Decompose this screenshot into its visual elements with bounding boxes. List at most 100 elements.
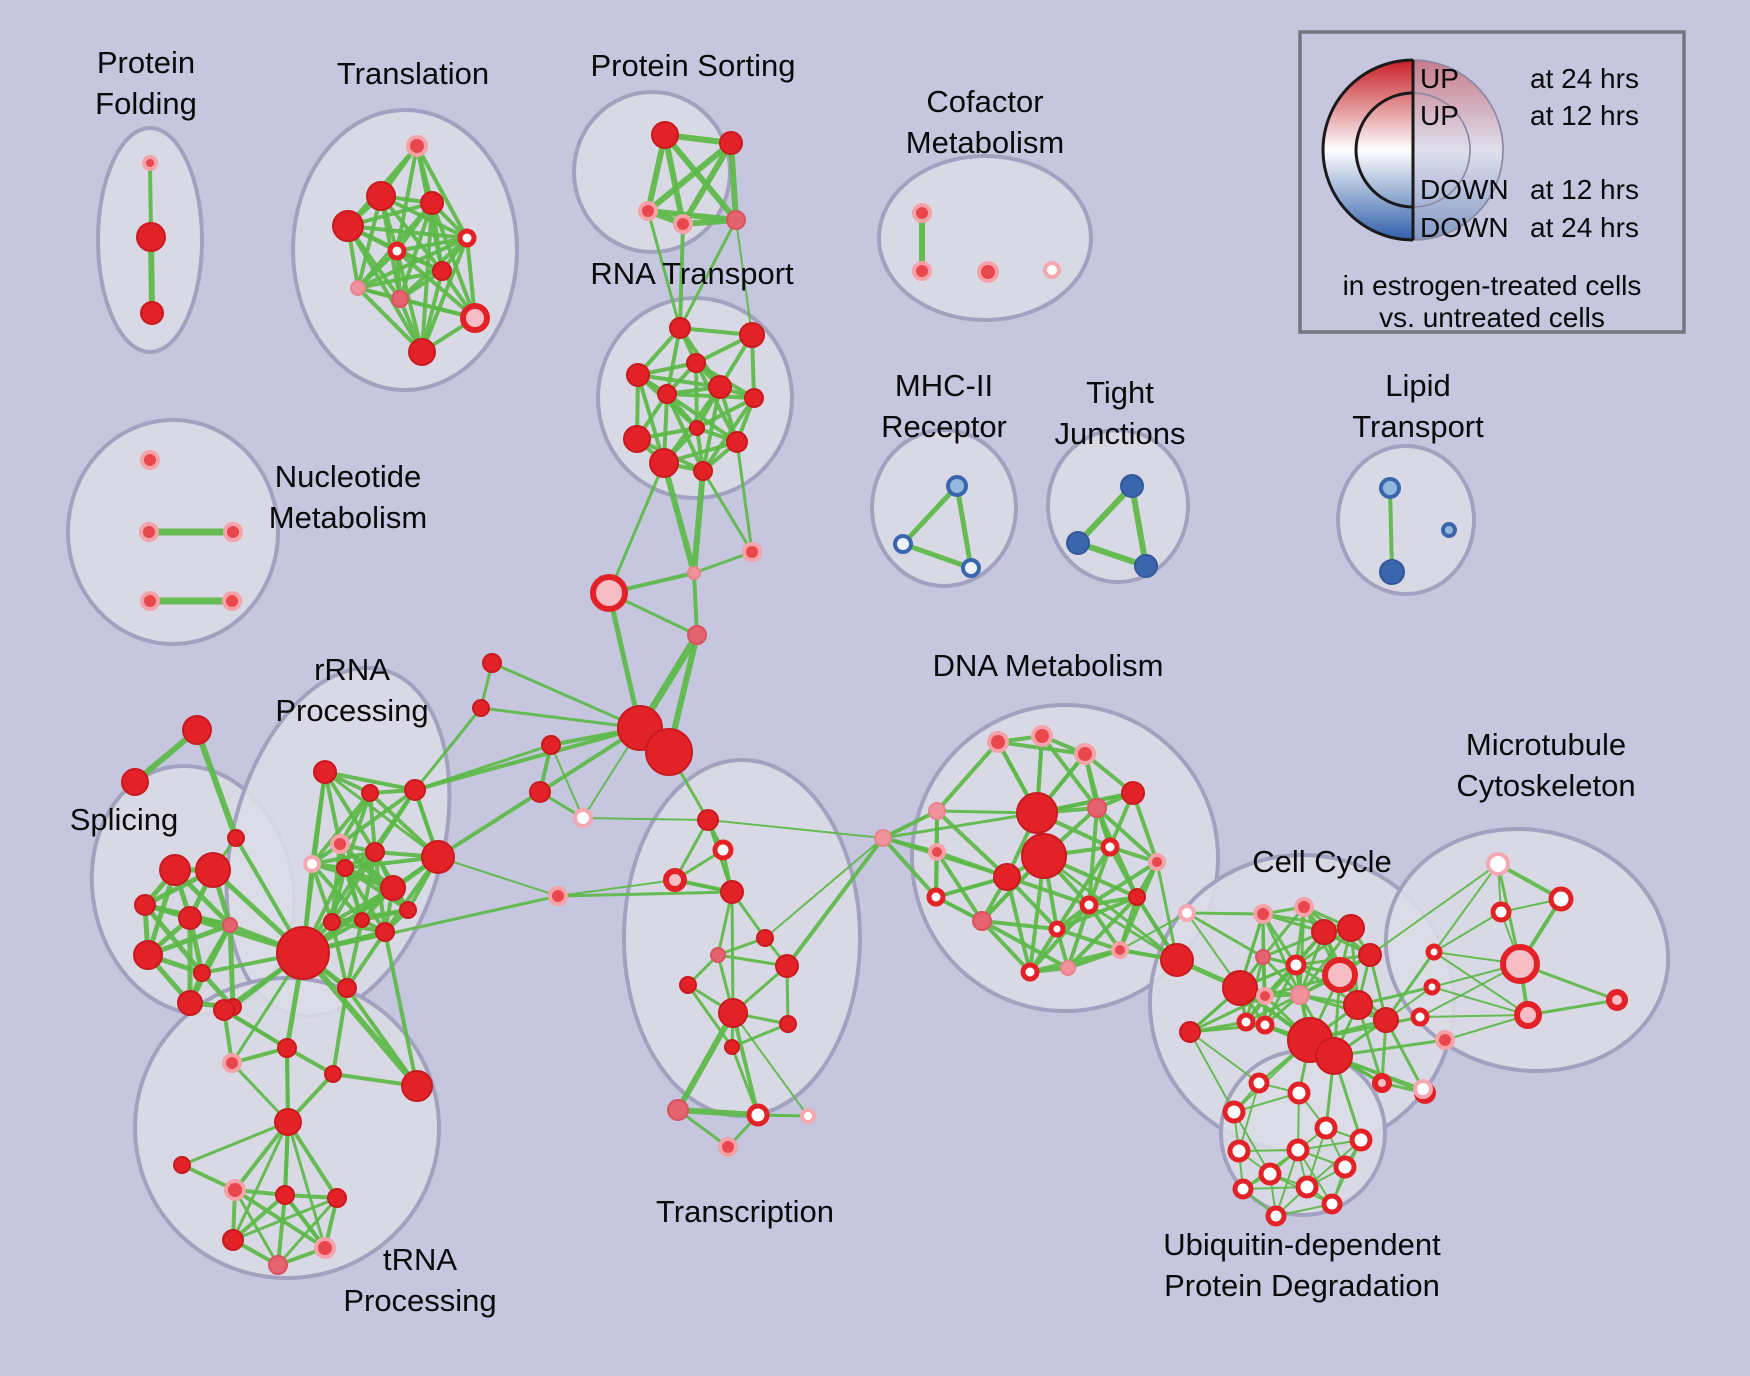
net-node-9 [548, 886, 568, 906]
cellcycle-node-2 [1253, 904, 1273, 924]
trna-edge [231, 1120, 290, 1242]
bridge-transcription-dna [707, 819, 884, 839]
dna-node-16 [1079, 895, 1099, 915]
net-node-10 [182, 715, 212, 745]
rrna-node-9 [323, 913, 341, 931]
rrna-edge [343, 866, 410, 912]
legend-key-1: UP [1420, 100, 1459, 131]
trna-edge [276, 1196, 339, 1267]
transcription-boundary [622, 758, 862, 1118]
rrna-edge [338, 788, 417, 846]
translation-node-8 [391, 290, 409, 308]
lipid-label: Transport [1352, 409, 1484, 444]
trna-edge [283, 1193, 327, 1250]
translation-node-6 [432, 261, 452, 281]
net-node-1 [687, 566, 701, 580]
transcription-node-2 [663, 868, 687, 892]
transcription-edge [686, 983, 734, 1049]
trna-edge [286, 1120, 339, 1200]
cellcycle-node-5 [1337, 914, 1365, 942]
microtubule-node-3 [1425, 943, 1443, 961]
nucleotide-node-0 [140, 450, 160, 470]
ubiquitin-edge [1233, 1111, 1271, 1175]
splicing-node-8 [193, 964, 211, 982]
microtubule-edge [1433, 863, 1499, 953]
rrna-node-4 [303, 855, 321, 873]
dna-node-4 [1087, 798, 1107, 818]
rna_transport-edge [665, 392, 739, 444]
mhc-edge [900, 541, 974, 571]
trna-node-6 [173, 1156, 191, 1174]
dna-node-11 [1100, 837, 1120, 857]
cellcycle-node-9 [1322, 957, 1358, 993]
ubiquitin-node-9 [1295, 1175, 1319, 1199]
bridge-net-rrna [437, 856, 559, 897]
mhc-node-0 [946, 475, 968, 497]
cellcycle-edge [1188, 994, 1267, 1034]
rna_transport-label: RNA Transport [590, 256, 794, 291]
rrna-node-13 [276, 926, 330, 980]
dna-node-6 [874, 829, 892, 847]
bridge-dna-cellcycle [1119, 912, 1188, 951]
tight-edge [1075, 483, 1135, 546]
mhc-edge [900, 483, 960, 547]
trna-edge [233, 1120, 290, 1192]
dna-node-17 [1048, 920, 1066, 938]
rrna-node-8 [380, 875, 406, 901]
cofactor-node-1 [912, 261, 932, 281]
cellcycle-node-18 [1372, 1073, 1392, 1093]
rna_transport-node-5 [657, 384, 677, 404]
cellcycle-node-14 [1236, 1012, 1256, 1032]
net-edge [692, 571, 699, 637]
bridge-trna-rrna [383, 930, 419, 1088]
splicing-node-2 [134, 894, 156, 916]
legend-key-3: DOWN [1420, 212, 1509, 243]
dna-node-19 [1020, 962, 1040, 982]
bridge-cellcycle-microtubule [1384, 950, 1436, 1022]
dna-node-15 [972, 911, 992, 931]
protein_sorting-edge [662, 132, 686, 227]
rrna-edge [310, 850, 377, 866]
bridge-net-rrna [301, 894, 560, 955]
transcription-node-10 [724, 1039, 740, 1055]
transcription-label: Transcription [656, 1194, 834, 1229]
net-edge [692, 550, 754, 575]
lipid-edge [1388, 486, 1394, 574]
protein_sorting-node-2 [638, 201, 658, 221]
transcription-edge [675, 1107, 761, 1118]
translation-edge [415, 144, 469, 240]
legend-note-line-1: in estrogen-treated cells [1343, 270, 1642, 301]
microtubule-edge [1444, 1014, 1529, 1041]
microtubule-node-9 [1435, 1030, 1455, 1050]
transcription-edge [730, 1045, 760, 1117]
ubiquitin-edge [1238, 1082, 1260, 1152]
protein_folding-label: Protein [97, 45, 195, 80]
rna_transport-edge [701, 385, 722, 473]
rrna-edge [360, 850, 377, 922]
cellcycle-node-4 [1311, 919, 1337, 945]
rrna-edge [323, 770, 417, 792]
rna_transport-node-10 [649, 448, 679, 478]
dna-edge [980, 919, 1070, 970]
transcription-node-4 [756, 929, 774, 947]
dna-edge [1066, 895, 1139, 970]
transcription-node-1 [712, 839, 734, 861]
legend-circle-faded-half [1413, 60, 1503, 240]
ubiquitin-node-3 [1314, 1116, 1338, 1140]
rna_transport-node-2 [626, 363, 650, 387]
transcription-node-12 [746, 1103, 770, 1127]
bridge-cellcycle-ubiquitin [1189, 1031, 1260, 1084]
trna-node-1 [222, 1053, 242, 1073]
rrna-edge [373, 788, 417, 854]
transcription-node-9 [779, 1015, 797, 1033]
trna-label: Processing [343, 1283, 496, 1318]
lipid-node-2 [1441, 522, 1457, 538]
rna_transport-node-8 [726, 431, 748, 453]
legend-time-3: at 24 hrs [1530, 212, 1639, 243]
splicing-edge [199, 922, 233, 976]
bridge-net-transcription [556, 890, 734, 898]
net-node-2 [590, 574, 628, 612]
rrna-edge [330, 850, 377, 924]
translation-edge [346, 224, 424, 354]
